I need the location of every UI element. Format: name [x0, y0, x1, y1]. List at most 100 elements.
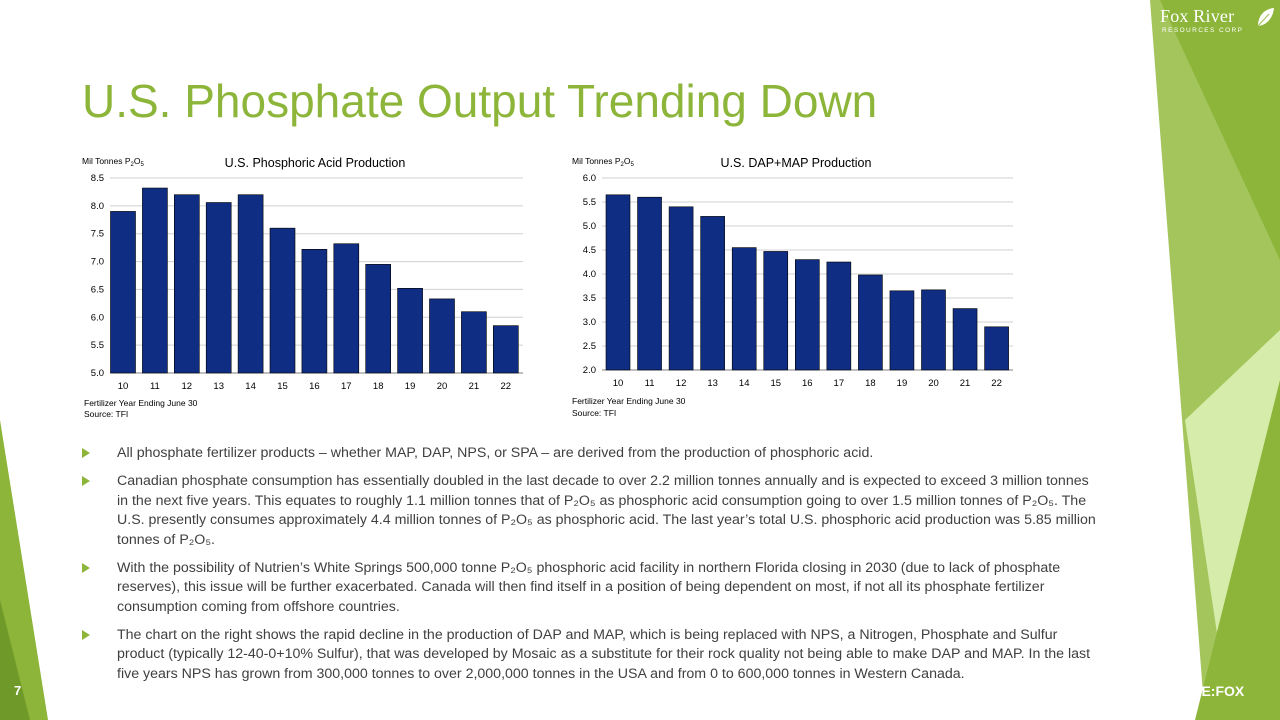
bar: [110, 211, 136, 374]
y-tick-label: 2.5: [583, 341, 596, 352]
bar: [429, 298, 455, 374]
bar: [952, 308, 978, 371]
logo-name: Fox River: [1160, 6, 1235, 26]
arrow-bullet-icon: [82, 629, 90, 640]
x-tick-label: 17: [834, 378, 845, 389]
x-tick-label: 22: [501, 381, 512, 392]
y-tick-label: 8.0: [91, 201, 104, 212]
chart-source: Source: TFI: [572, 408, 616, 418]
x-tick-label: 20: [437, 381, 448, 392]
x-tick-label: 17: [341, 381, 352, 392]
x-tick-label: 16: [309, 381, 320, 392]
bar: [461, 311, 487, 374]
chart-plot-area: 2.0 2.5 3.0 3.5 4.0 4.5 5.0 5.5 6.0 10 11 12 13 14 15 1…: [583, 173, 1013, 389]
arrow-bullet-icon: [82, 562, 90, 573]
bullet-text: All phosphate fertilizer products – whet…: [117, 445, 874, 461]
x-tick-label: 21: [960, 378, 971, 389]
x-tick-label: 12: [182, 381, 193, 392]
x-tick-label: 10: [613, 378, 624, 389]
right-top-triangle: [1160, 0, 1280, 260]
x-tick-label: 18: [373, 381, 384, 392]
chart-source: Source: TFI: [84, 409, 128, 419]
x-tick-label: 13: [213, 381, 224, 392]
right-bottom-triangle: [1195, 380, 1280, 720]
y-tick-label: 5.0: [583, 221, 596, 232]
bar: [605, 194, 631, 371]
slide-title: U.S. Phosphate Output Trending Down: [82, 75, 878, 127]
x-tick-label: 13: [707, 378, 718, 389]
y-tick-label: 6.0: [91, 312, 104, 323]
bar: [174, 194, 200, 374]
chart-footnote: Fertilizer Year Ending June 30: [572, 396, 686, 406]
bar: [731, 247, 757, 371]
x-tick-label: 15: [770, 378, 781, 389]
bar: [142, 187, 168, 374]
y-tick-label: 4.5: [583, 245, 596, 256]
bullet-item: Canadian phosphate consumption has essen…: [82, 472, 1102, 550]
x-tick-label: 19: [897, 378, 908, 389]
x-tick-label: 22: [991, 378, 1002, 389]
y-tick-label: 6.0: [583, 173, 596, 184]
y-tick-label: 2.0: [583, 365, 596, 376]
chart-plot-area: 5.0 5.5 6.0 6.5 7.0 7.5 8.0 8.5 10 11 12 13 14 15 16 17…: [91, 173, 523, 392]
bullet-item: With the possibility of Nutrien’s White …: [82, 559, 1102, 618]
y-tick-label: 8.5: [91, 173, 104, 184]
chart-unit-label: Mil Tonnes P2O5: [572, 156, 634, 168]
bar: [301, 249, 328, 374]
bullet-item: All phosphate fertilizer products – whet…: [82, 444, 1102, 464]
bar: [205, 202, 232, 374]
x-tick-label: 14: [245, 381, 256, 392]
bullet-text: With the possibility of Nutrien’s White …: [117, 559, 1061, 615]
bullet-text: Canadian phosphate consumption has essen…: [117, 473, 1096, 548]
bullet-item: The chart on the right shows the rapid d…: [82, 626, 1102, 685]
bar: [637, 196, 662, 371]
y-tick-label: 3.0: [583, 317, 596, 328]
bar: [794, 259, 820, 371]
stock-ticker: CSE:FOX: [1182, 683, 1245, 699]
arrow-bullet-icon: [82, 448, 90, 458]
left-bottom-triangle: [0, 420, 48, 720]
bar: [237, 194, 264, 374]
company-logo: Fox River RESOURCES CORP: [1160, 6, 1275, 38]
leaf-icon: [1257, 8, 1274, 27]
bar: [365, 264, 392, 374]
x-tick-label: 21: [469, 381, 480, 392]
y-tick-label: 7.0: [91, 257, 104, 268]
bar: [826, 261, 852, 371]
x-tick-label: 20: [928, 378, 939, 389]
x-tick-label: 15: [277, 381, 288, 392]
y-tick-label: 3.5: [583, 293, 596, 304]
x-tick-label: 11: [645, 378, 655, 389]
bar: [397, 288, 423, 374]
x-tick-label: 19: [405, 381, 416, 392]
chart-unit-label: Mil Tonnes P2O5: [82, 156, 144, 168]
x-tick-label: 18: [865, 378, 876, 389]
x-tick-label: 10: [118, 381, 129, 392]
x-tick-label: 14: [739, 378, 750, 389]
y-tick-label: 5.5: [583, 197, 596, 208]
bar: [333, 243, 360, 374]
y-tick-label: 5.0: [91, 368, 104, 379]
page-number: 7: [14, 683, 22, 698]
chart-title: U.S. DAP+MAP Production: [721, 156, 872, 170]
bullet-text: The chart on the right shows the rapid d…: [117, 626, 1091, 682]
bar: [921, 289, 946, 371]
bar: [668, 206, 694, 371]
bar: [269, 227, 296, 374]
x-tick-label: 16: [802, 378, 813, 389]
y-tick-label: 6.5: [91, 284, 104, 295]
bullet-list: All phosphate fertilizer products – whet…: [82, 444, 1102, 693]
y-tick-label: 5.5: [91, 340, 104, 351]
bar: [858, 274, 883, 371]
arrow-bullet-icon: [82, 476, 90, 486]
bar: [700, 216, 725, 371]
logo-tagline: RESOURCES CORP: [1162, 27, 1244, 34]
bar: [492, 325, 519, 374]
bar: [984, 326, 1009, 371]
y-tick-label: 4.0: [583, 269, 596, 280]
bar: [889, 290, 915, 371]
y-tick-label: 7.5: [91, 229, 104, 240]
